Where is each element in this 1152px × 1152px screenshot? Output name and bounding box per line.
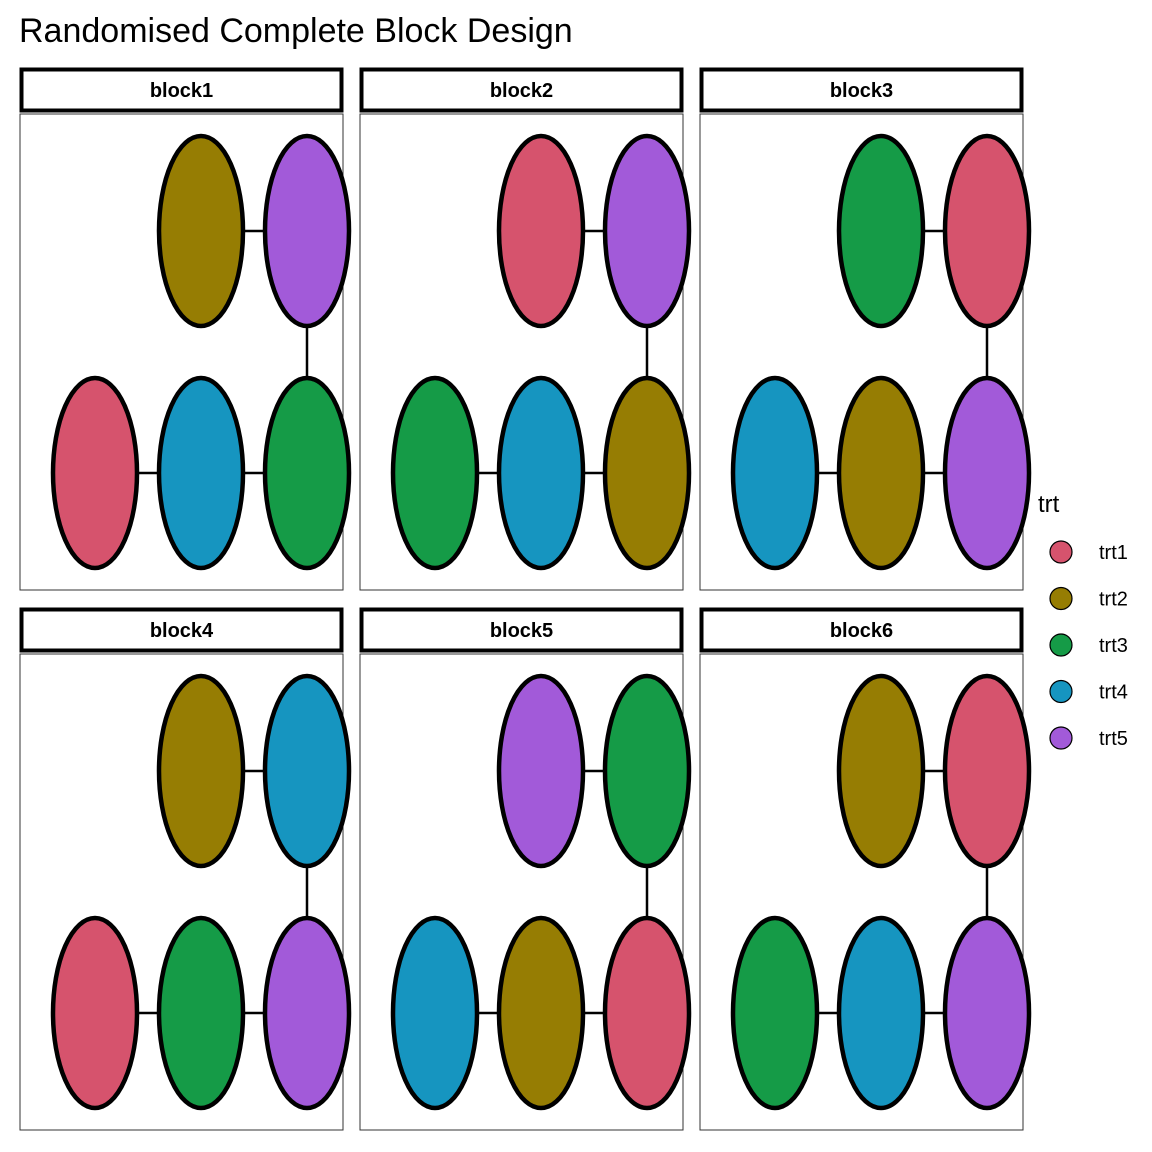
legend-key-trt1 — [1049, 540, 1073, 564]
plot-unit-trt2 — [156, 673, 246, 869]
strip-label: block1 — [150, 80, 213, 102]
legend-label: trt1 — [1099, 542, 1128, 564]
plot-unit-trt5 — [262, 915, 352, 1111]
legend-key-trt5 — [1049, 726, 1073, 750]
plot-unit-trt1 — [942, 133, 1032, 329]
plot-unit-trt1 — [942, 673, 1032, 869]
plot-unit-trt1 — [50, 375, 140, 571]
plot-unit-trt2 — [156, 133, 246, 329]
legend-label: trt4 — [1099, 682, 1128, 704]
plot-unit-trt3 — [730, 915, 820, 1111]
plot-unit-trt2 — [602, 375, 692, 571]
plot-unit-trt4 — [730, 375, 820, 571]
plot-unit-trt4 — [496, 375, 586, 571]
plot-unit-trt4 — [262, 673, 352, 869]
strip-label: block5 — [490, 620, 553, 642]
plot-unit-trt3 — [262, 375, 352, 571]
legend-key-trt4 — [1049, 679, 1073, 704]
plot-unit-trt2 — [836, 375, 926, 571]
legend-title: trt — [1038, 491, 1060, 518]
plot-unit-trt5 — [942, 375, 1032, 571]
strip-label: block4 — [150, 620, 214, 642]
legend-label: trt3 — [1099, 635, 1128, 657]
plot-unit-trt2 — [496, 915, 586, 1111]
plot-unit-trt5 — [942, 915, 1032, 1111]
plot-unit-trt3 — [836, 133, 926, 329]
plot-unit-trt5 — [602, 133, 692, 329]
strip-box — [359, 607, 684, 653]
strip-box — [699, 67, 1024, 113]
plot-unit-trt4 — [836, 915, 926, 1111]
legend-label: trt2 — [1099, 589, 1128, 611]
strip-box — [359, 67, 684, 113]
chart-title: Randomised Complete Block Design — [19, 12, 573, 50]
legend-key-trt3 — [1049, 633, 1073, 657]
strip-box — [19, 67, 344, 113]
plot-unit-trt3 — [602, 673, 692, 869]
plot-unit-trt2 — [836, 673, 926, 869]
plot-unit-trt5 — [496, 673, 586, 869]
strip-label: block3 — [830, 80, 893, 102]
plot-unit-trt1 — [50, 915, 140, 1111]
strip-box — [19, 607, 344, 653]
strip-label: block6 — [830, 620, 893, 642]
plot-unit-trt1 — [496, 133, 586, 329]
strip-label: block2 — [490, 80, 553, 102]
plot-unit-trt4 — [390, 915, 480, 1111]
legend-key-trt2 — [1049, 586, 1073, 611]
plot-unit-trt1 — [602, 915, 692, 1111]
plot-unit-trt5 — [262, 133, 352, 329]
plot-unit-trt4 — [156, 375, 246, 571]
plot-unit-trt3 — [156, 915, 246, 1111]
strip-box — [699, 607, 1024, 653]
plot-unit-trt3 — [390, 375, 480, 571]
legend-label: trt5 — [1099, 728, 1128, 750]
